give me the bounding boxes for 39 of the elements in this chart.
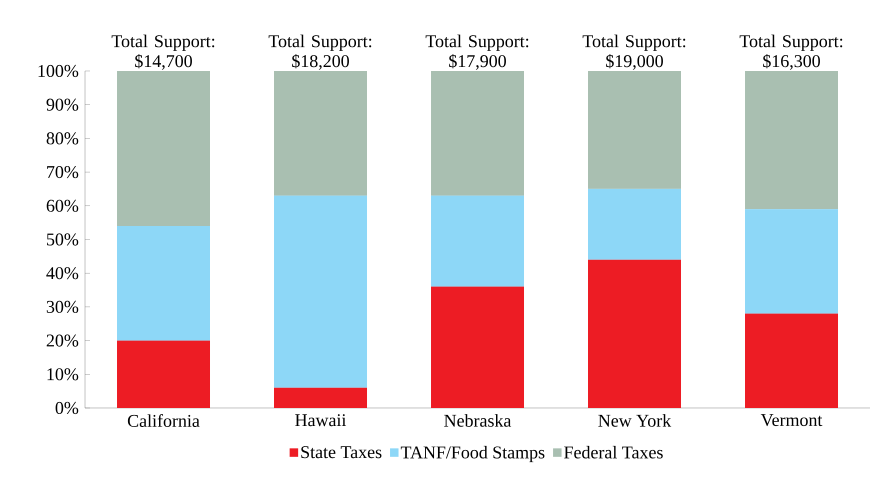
x-tick-label: California — [128, 414, 200, 427]
bar — [588, 70, 682, 189]
x-tick-label: Hawaii — [295, 414, 346, 426]
bar — [588, 188, 682, 260]
legend-label: State Taxes — [301, 446, 382, 458]
bar — [274, 70, 368, 196]
bar — [745, 70, 838, 210]
bar — [431, 286, 524, 408]
x-tick-label: New York — [598, 414, 672, 427]
bar — [117, 70, 210, 226]
bar — [431, 196, 524, 287]
annotation: Total Support: $16,300 — [740, 34, 842, 70]
bar — [431, 70, 524, 196]
annotation: Total Support: $14,700 — [112, 34, 214, 70]
y-tick-label: 80% — [46, 132, 78, 144]
x-tick-label: Vermont — [760, 414, 822, 426]
annotation: Total Support: $17,900 — [426, 34, 528, 70]
y-tick-label: 100% — [38, 64, 78, 78]
y-tick-label: 20% — [46, 334, 78, 347]
y-tick-label: 0% — [56, 402, 78, 414]
legend-label: TANF/Food Stamps — [400, 446, 544, 462]
bar — [745, 314, 838, 408]
bar — [274, 196, 368, 388]
y-tick-label: 90% — [46, 98, 78, 111]
y-tick-label: 10% — [48, 368, 78, 380]
x-tick-label: Nebraska — [444, 414, 512, 427]
bar — [117, 340, 210, 408]
y-tick-label: 30% — [46, 300, 78, 313]
y-tick-label: 50% — [47, 233, 78, 246]
bar — [117, 226, 210, 341]
annotation: Total Support: $18,200 — [268, 34, 372, 70]
y-tick-label: 40% — [46, 267, 78, 280]
legend-label: Federal Taxes — [564, 446, 663, 458]
annotation: Total Support: $19,000 — [582, 34, 686, 70]
bar — [588, 260, 682, 408]
y-tick-label: 70% — [47, 166, 78, 178]
bar — [274, 388, 368, 408]
bar — [745, 209, 838, 314]
y-tick-label: 60% — [46, 200, 78, 212]
